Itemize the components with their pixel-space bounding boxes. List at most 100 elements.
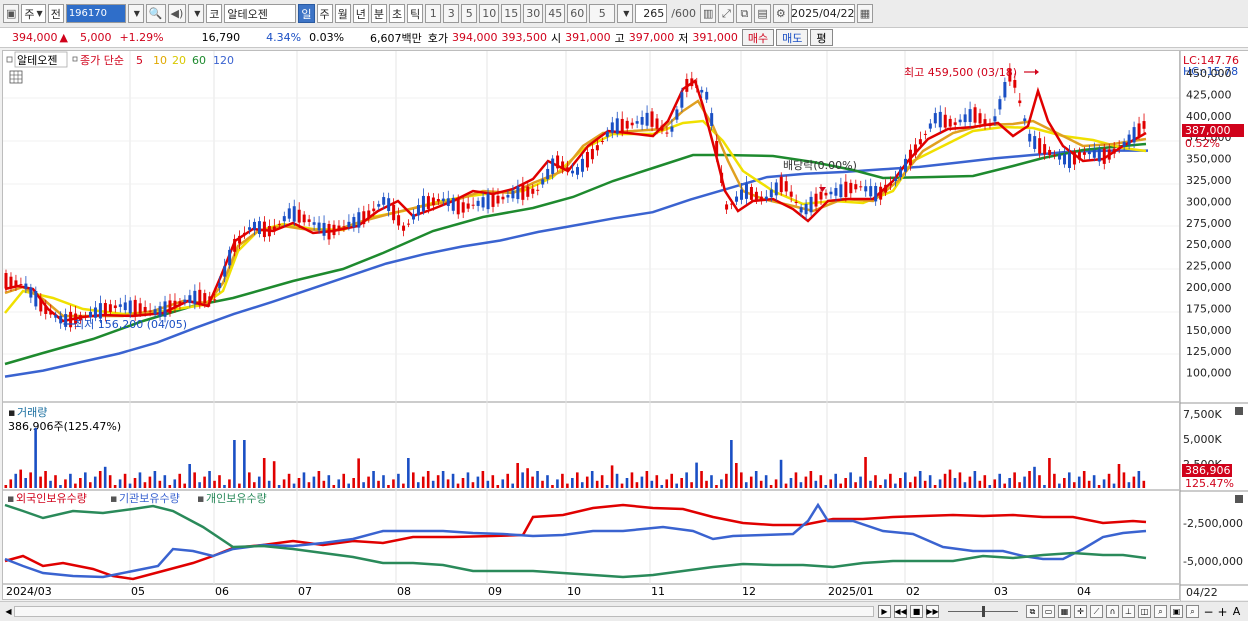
volume-bar <box>322 480 326 488</box>
candle-body <box>690 78 694 87</box>
volume-bar <box>720 479 723 488</box>
count-input[interactable]: 265 <box>635 4 668 23</box>
play-icon[interactable]: ▶ <box>878 605 891 618</box>
prev-button[interactable]: 전 <box>47 4 64 23</box>
volume-bar <box>824 485 828 488</box>
interval-input[interactable]: 5 <box>589 4 616 23</box>
tab-weekly[interactable]: 주 <box>316 4 333 23</box>
window-icon[interactable]: ▣ <box>3 4 20 23</box>
current-price-tag: 387,000 <box>1185 124 1231 137</box>
candle-body <box>213 299 217 301</box>
candle-body <box>243 232 247 236</box>
x-label: 05 <box>131 585 145 598</box>
chart-area[interactable]: 알테오젠 종가 단순 5 10 20 60 120 최고 459,500 (03… <box>2 50 1180 600</box>
save-icon[interactable]: ▤ <box>754 4 771 23</box>
search-icon[interactable]: ⌕ <box>1186 605 1199 618</box>
volume-bar <box>218 475 221 488</box>
volume-bar <box>715 485 718 488</box>
draw-tool-icon[interactable]: ⤢ <box>718 4 735 23</box>
eval-button[interactable]: 평 <box>810 29 833 46</box>
volume-bar <box>988 485 992 488</box>
forward-icon[interactable]: ▶▶ <box>926 605 939 618</box>
chart-svg[interactable]: 알테오젠 종가 단순 5 10 20 60 120 최고 459,500 (03… <box>3 51 1179 599</box>
scroll-left-icon[interactable]: ◀ <box>5 607 12 616</box>
copy-icon[interactable]: ⧉ <box>1026 605 1039 618</box>
tab-tick[interactable]: 틱 <box>407 4 424 23</box>
volume-bar <box>968 476 972 488</box>
ruler-icon[interactable]: ⊥ <box>1122 605 1135 618</box>
interval-15[interactable]: 15 <box>501 4 522 23</box>
font-size-icon[interactable]: A <box>1232 605 1241 618</box>
tab-monthly[interactable]: 월 <box>334 4 351 23</box>
layout-icon[interactable]: ▭ <box>1042 605 1055 618</box>
stock-name-field[interactable]: 알테오젠 <box>224 4 297 23</box>
volume-bar <box>74 483 77 488</box>
interval-1[interactable]: 1 <box>425 4 442 23</box>
zoom-icon[interactable]: ⌕ <box>1154 605 1167 618</box>
stock-code-input[interactable]: 196170 <box>65 4 126 23</box>
sell-button[interactable]: 매도 <box>776 29 809 46</box>
x-label: 06 <box>215 585 229 598</box>
candle-body <box>809 196 813 213</box>
volume-bar <box>257 476 261 488</box>
speaker-icon[interactable]: ◀) <box>167 4 187 23</box>
volume-bar <box>133 478 137 488</box>
volume-bar <box>625 478 629 488</box>
candle-body <box>501 196 505 200</box>
panel-close-icon[interactable] <box>1235 495 1243 503</box>
interval-dropdown[interactable]: ▼ <box>617 4 634 23</box>
code-dropdown[interactable]: ▼ <box>127 4 144 23</box>
volume-bar <box>943 473 947 488</box>
candle-body <box>650 111 654 127</box>
compare-icon[interactable]: ⧉ <box>736 4 753 23</box>
candle-body <box>24 283 28 289</box>
candle-body <box>1107 149 1111 160</box>
zoom-slider-handle[interactable] <box>982 606 985 617</box>
buy-button[interactable]: 매수 <box>741 29 775 46</box>
tab-daily[interactable]: 일 <box>298 4 315 23</box>
calendar-icon[interactable]: ▦ <box>856 4 874 23</box>
interval-3[interactable]: 3 <box>443 4 460 23</box>
chart-type-icon[interactable]: ▥ <box>699 4 717 23</box>
date-input[interactable]: 2025/04/22 <box>790 4 855 23</box>
interval-10[interactable]: 10 <box>479 4 500 23</box>
table-icon[interactable] <box>9 70 23 84</box>
volume-bar <box>332 485 336 488</box>
interval-30[interactable]: 30 <box>523 4 544 23</box>
trend-icon[interactable]: ⟋ <box>1090 605 1103 618</box>
volume-bar <box>352 478 355 488</box>
period-select[interactable]: 주 ▼ <box>21 4 46 23</box>
interval-60[interactable]: 60 <box>567 4 588 23</box>
tab-yearly[interactable]: 년 <box>352 4 369 23</box>
eraser-icon[interactable]: ◫ <box>1138 605 1151 618</box>
picture-icon[interactable]: ▣ <box>1170 605 1183 618</box>
tab-second[interactable]: 초 <box>389 4 406 23</box>
zoom-out-icon[interactable]: − <box>1203 604 1214 619</box>
candle-body <box>362 211 366 225</box>
crosshair-icon[interactable]: ✛ <box>1074 605 1087 618</box>
volume-bar <box>277 485 281 488</box>
magnet-icon[interactable]: ∩ <box>1106 605 1119 618</box>
vol-axis-label: 7,500K <box>1183 408 1222 421</box>
stop-icon[interactable]: ■ <box>910 605 923 618</box>
search-icon[interactable]: 🔍 <box>145 4 166 23</box>
rewind-icon[interactable]: ◀◀ <box>894 605 907 618</box>
tab-minute[interactable]: 분 <box>370 4 388 23</box>
candle-body <box>899 169 903 178</box>
candle-body <box>749 186 753 200</box>
candle-body <box>446 198 450 206</box>
volume-bar <box>690 482 693 488</box>
candle-body <box>635 121 639 124</box>
horizontal-scrollbar[interactable] <box>14 606 874 617</box>
market-dropdown[interactable]: ▼ <box>188 4 205 23</box>
panel-close-icon[interactable] <box>1235 407 1243 415</box>
price-axis[interactable]: LC:147.76 HC:-15.78 450,000 425,000 400,00… <box>1179 50 1248 601</box>
gear-icon[interactable]: ⚙ <box>772 4 789 23</box>
volume-bar <box>1082 471 1086 488</box>
grid-icon[interactable]: ▦ <box>1058 605 1071 618</box>
interval-45[interactable]: 45 <box>545 4 566 23</box>
interval-5[interactable]: 5 <box>461 4 478 23</box>
volume-bar <box>233 440 236 488</box>
zoom-in-icon[interactable]: + <box>1217 604 1228 619</box>
volume-bar <box>188 464 191 488</box>
